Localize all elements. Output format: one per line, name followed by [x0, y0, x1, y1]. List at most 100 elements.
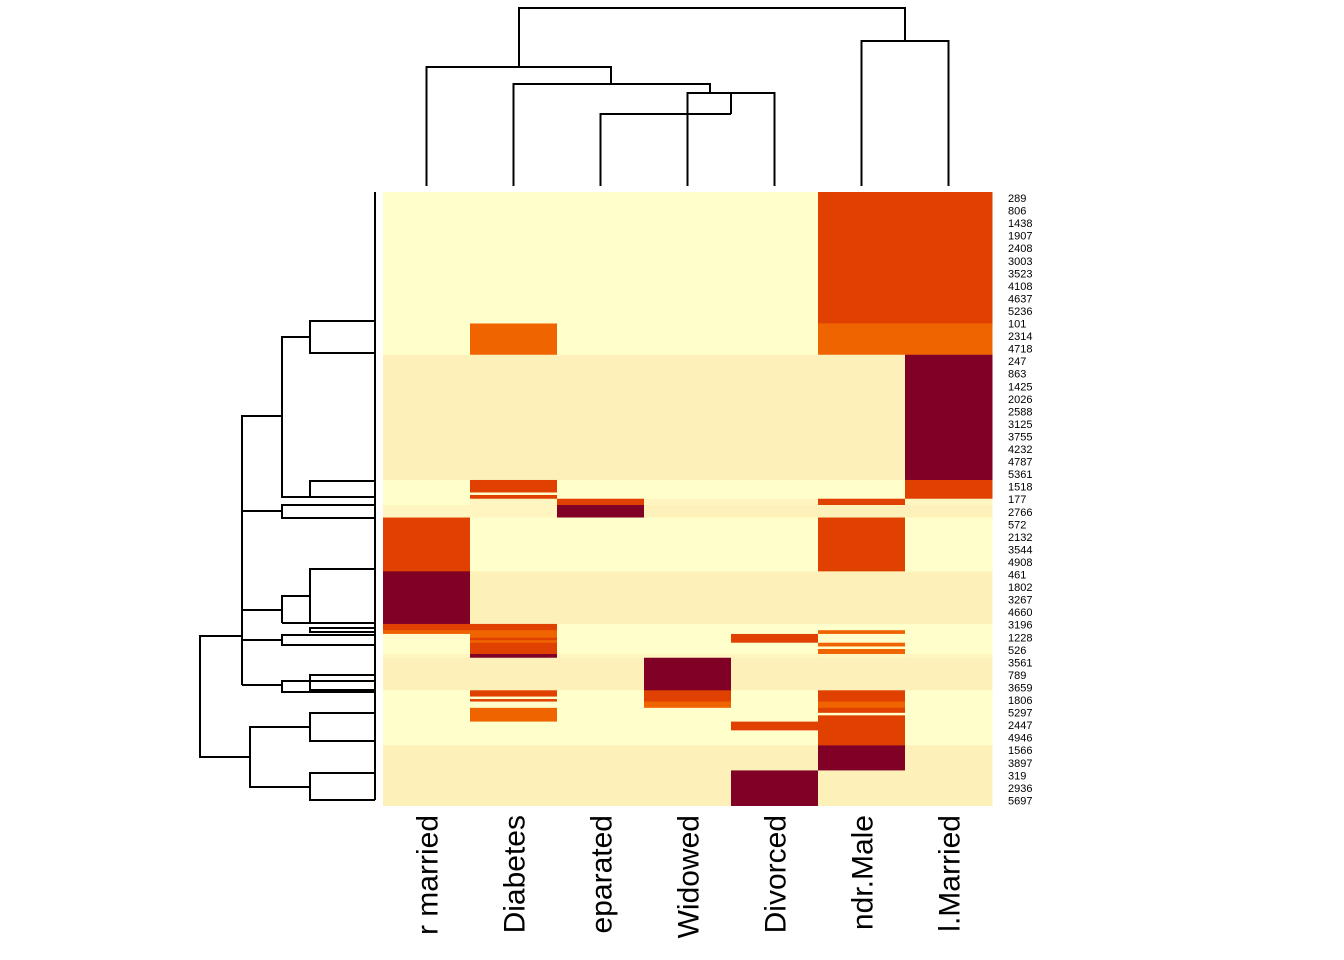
heatmap-cell: [731, 498, 819, 506]
heatmap-cell: [905, 623, 993, 631]
column-label: eparated: [586, 815, 619, 933]
heatmap-cell: [383, 192, 471, 324]
heatmap-cell: [644, 498, 732, 506]
row-label: 3196: [1008, 620, 1032, 632]
heatmap-cell: [644, 630, 732, 635]
row-label: 1907: [1008, 231, 1032, 243]
heatmap-cell: [470, 630, 558, 635]
heatmap-cell: [818, 721, 906, 731]
heatmap-cell: [731, 701, 819, 709]
row-label: 5236: [1008, 306, 1032, 318]
heatmap-cell: [470, 707, 558, 723]
heatmap-cell: [383, 770, 471, 806]
row-label: 4718: [1008, 344, 1032, 356]
heatmap-cell: [383, 657, 471, 691]
heatmap-cell: [470, 354, 558, 481]
row-label: 101: [1008, 319, 1026, 331]
heatmap-cell: [644, 505, 732, 519]
heatmap-cell: [557, 653, 645, 659]
heatmap-cell: [905, 354, 993, 481]
row-dendrogram-branch: [309, 320, 375, 354]
heatmap-cell: [644, 701, 732, 709]
heatmap-cell: [818, 354, 906, 481]
row-label: 1228: [1008, 632, 1032, 644]
heatmap-cell: [644, 642, 732, 655]
heatmap-cell: [383, 517, 471, 572]
row-label: 2314: [1008, 331, 1032, 343]
row-label: 2447: [1008, 720, 1032, 732]
heatmap-cell: [731, 745, 819, 771]
heatmap-cell: [383, 498, 471, 506]
row-dendrogram-branch: [281, 504, 375, 519]
heatmap-cell: [818, 571, 906, 625]
heatmap-cell: [905, 707, 993, 723]
row-label: 319: [1008, 770, 1026, 782]
column-dendrogram-branch: [860, 40, 950, 186]
row-label: 2936: [1008, 783, 1032, 795]
row-dendrogram-branch: [281, 595, 310, 623]
heatmap-cell: [557, 323, 645, 356]
row-dendrogram-branch: [309, 674, 375, 691]
row-dendrogram-branch: [309, 480, 375, 498]
heatmap-cell: [557, 623, 645, 631]
heatmap-cell: [470, 192, 558, 324]
row-label: 4787: [1008, 457, 1032, 469]
row-dendrogram-branch: [199, 635, 250, 758]
heatmap-cell: [731, 657, 819, 691]
heatmap-cell: [644, 657, 732, 691]
heatmap-stripe: [470, 696, 557, 700]
row-dendrogram-branch: [281, 336, 310, 498]
row-label: 3897: [1008, 758, 1032, 770]
row-label: 2408: [1008, 243, 1032, 255]
heatmap-cell: [644, 690, 732, 703]
heatmap-cell: [470, 653, 558, 659]
heatmap-cell: [905, 721, 993, 731]
heatmap-cell: [557, 657, 645, 691]
heatmap-cell: [383, 633, 471, 644]
heatmap-cell: [470, 730, 558, 746]
heatmap-cell: [905, 571, 993, 625]
heatmap-cell: [818, 505, 906, 519]
heatmap-cell: [905, 653, 993, 659]
heatmap-cell: [557, 571, 645, 625]
row-label: 177: [1008, 494, 1026, 506]
heatmap-cell: [470, 770, 558, 806]
heatmap-cell: [644, 721, 732, 731]
row-dendrogram-branch: [241, 415, 282, 685]
row-dendrogram-branch: [309, 712, 375, 742]
row-label: 5697: [1008, 795, 1032, 807]
row-label: 2588: [1008, 406, 1032, 418]
heatmap-cell: [557, 354, 645, 481]
heatmap-cell: [905, 479, 993, 500]
row-label: 2026: [1008, 394, 1032, 406]
heatmap-cell: [557, 630, 645, 635]
heatmap-cell: [470, 517, 558, 572]
heatmap-cell: [818, 730, 906, 746]
heatmap-cell: [818, 770, 906, 806]
row-label: 5361: [1008, 469, 1032, 481]
heatmap-cell: [383, 323, 471, 356]
heatmap-cell: [557, 745, 645, 771]
column-label: ndr.Male: [847, 815, 880, 930]
heatmap-cell: [818, 690, 906, 703]
row-label: 789: [1008, 670, 1026, 682]
heatmap-cell: [383, 745, 471, 771]
row-label: 3755: [1008, 431, 1032, 443]
row-label: 4908: [1008, 557, 1032, 569]
heatmap-cell: [470, 690, 558, 703]
heatmap-cell: [383, 701, 471, 709]
heatmap-cell: [644, 323, 732, 356]
heatmap-cells: [383, 192, 993, 806]
heatmap-cell: [818, 633, 906, 644]
heatmap-stripe: [818, 646, 905, 649]
row-label: 863: [1008, 369, 1026, 381]
column-label: l.Married: [934, 815, 967, 932]
row-labels: 2898061438190724083003352341084637523610…: [1008, 193, 1032, 807]
row-label: 4660: [1008, 607, 1032, 619]
row-label: 4232: [1008, 444, 1032, 456]
heatmap-cell: [905, 730, 993, 746]
column-labels: r married Diabetes eparated Widowed Divorced…: [412, 815, 967, 938]
row-dendrogram-branch: [281, 680, 375, 693]
heatmap-stripe: [470, 637, 557, 641]
